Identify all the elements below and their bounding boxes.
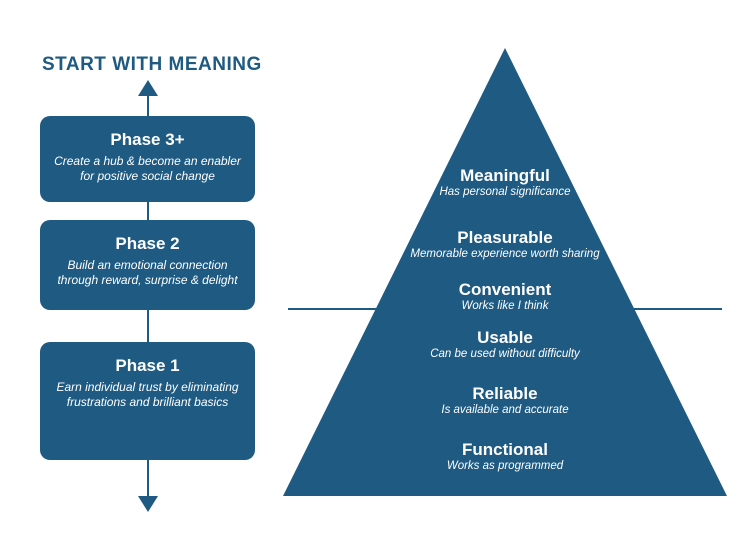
pyramid-level-sub: Can be used without difficulty [280,348,730,360]
arrow-down-icon [138,496,158,512]
arrow-line-gap2 [147,310,149,342]
hierarchy-pyramid: Meaningful Has personal significance Ple… [280,48,730,528]
pyramid-level-title: Reliable [280,384,730,404]
arrow-line-top [147,96,149,116]
pyramid-level-title: Pleasurable [280,228,730,248]
phase-box-1: Phase 1 Earn individual trust by elimina… [40,342,255,460]
pyramid-level-sub: Has personal significance [280,186,730,198]
pyramid-level-sub: Works like I think [280,300,730,312]
phase-box-3: Phase 3+ Create a hub & become an enable… [40,116,255,202]
pyramid-level-convenient: Convenient Works like I think [280,280,730,312]
phase-title: Phase 2 [52,234,243,254]
pyramid-level-pleasurable: Pleasurable Memorable experience worth s… [280,228,730,260]
phase-desc: Build an emotional connection through re… [52,258,243,288]
arrow-line-bottom [147,460,149,496]
pyramid-level-sub: Memorable experience worth sharing [280,248,730,260]
pyramid-level-sub: Is available and accurate [280,404,730,416]
phase-box-2: Phase 2 Build an emotional connection th… [40,220,255,310]
pyramid-level-reliable: Reliable Is available and accurate [280,384,730,416]
pyramid-level-title: Usable [280,328,730,348]
phase-desc: Earn individual trust by eliminating fru… [52,380,243,410]
pyramid-level-usable: Usable Can be used without difficulty [280,328,730,360]
pyramid-level-functional: Functional Works as programmed [280,440,730,472]
pyramid-level-meaningful: Meaningful Has personal significance [280,166,730,198]
phase-title: Phase 3+ [52,130,243,150]
phases-column: Phase 3+ Create a hub & become an enable… [40,86,255,526]
phase-title: Phase 1 [52,356,243,376]
phase-desc: Create a hub & become an enabler for pos… [52,154,243,184]
pyramid-shape [283,48,727,496]
pyramid-level-title: Convenient [280,280,730,300]
pyramid-level-title: Functional [280,440,730,460]
arrow-line-gap1 [147,202,149,220]
arrow-up-icon [138,80,158,96]
page-title: START WITH MEANING [42,54,262,76]
pyramid-level-title: Meaningful [280,166,730,186]
pyramid-level-sub: Works as programmed [280,460,730,472]
